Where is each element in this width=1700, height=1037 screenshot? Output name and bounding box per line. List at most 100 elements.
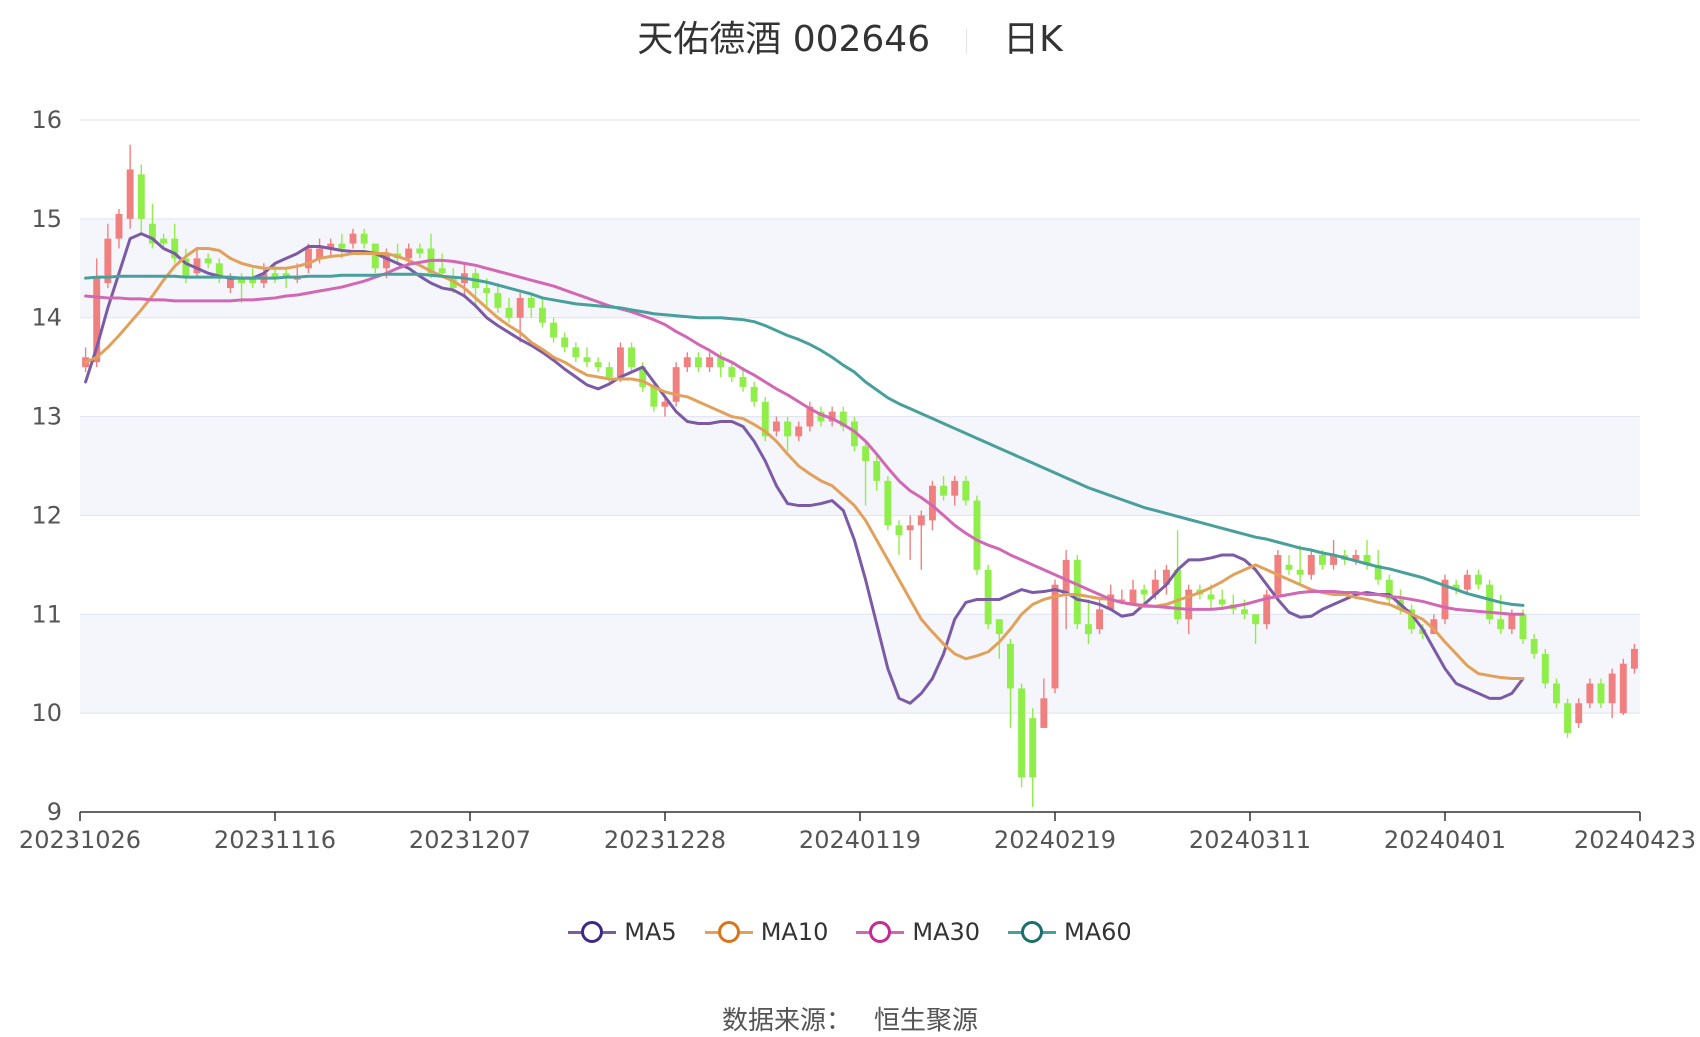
candle-body <box>1441 579 1449 620</box>
candle-body <box>784 421 792 437</box>
candle-body <box>605 367 613 378</box>
candle <box>616 342 624 382</box>
candle <box>527 293 535 318</box>
candle <box>1619 658 1627 716</box>
candle-body <box>806 406 814 427</box>
candle-body <box>672 367 680 402</box>
candle <box>772 416 780 437</box>
candle-body <box>416 248 424 254</box>
candle <box>1252 614 1260 644</box>
candle-body <box>1107 594 1115 610</box>
candle-body <box>650 386 658 407</box>
candle <box>416 243 424 259</box>
candle-body <box>728 367 736 378</box>
candle <box>1140 584 1148 605</box>
legend-label: MA30 <box>912 918 981 946</box>
candle-body <box>316 248 324 259</box>
candle <box>1474 569 1482 590</box>
candle-body <box>1185 589 1193 620</box>
candle <box>706 352 714 373</box>
candle <box>750 381 758 407</box>
candle <box>1040 678 1048 728</box>
candle-body <box>795 426 803 437</box>
candle-body <box>1463 574 1471 590</box>
candle <box>550 317 558 343</box>
candle-body <box>1307 554 1315 575</box>
candle-body <box>973 500 981 570</box>
candle-body <box>1619 663 1627 714</box>
candle-body <box>171 238 179 259</box>
grid-lines <box>80 119 1640 714</box>
candle <box>438 253 446 279</box>
candle <box>728 362 736 382</box>
candle <box>1408 604 1416 635</box>
candle-body <box>962 480 970 501</box>
candle-body <box>1073 559 1081 625</box>
candle-body <box>1218 599 1226 605</box>
candles <box>82 144 1638 808</box>
x-tick-label: 20231116 <box>214 826 336 854</box>
candle <box>126 144 134 229</box>
candle-body <box>371 243 379 269</box>
ma-line-ma5 <box>84 232 1525 705</box>
candle-body <box>249 278 257 284</box>
title-separator <box>966 28 968 54</box>
source-value: 恒生聚源 <box>874 1006 979 1036</box>
candle-body <box>327 243 335 249</box>
candle-body <box>226 278 234 289</box>
candle <box>1441 574 1449 625</box>
candle-body <box>1608 673 1616 704</box>
candle <box>739 367 747 392</box>
candle-body <box>1296 569 1304 575</box>
candle-body <box>1096 609 1104 630</box>
candle <box>628 342 636 373</box>
candle <box>839 406 847 432</box>
candle <box>1608 668 1616 719</box>
grid-band <box>80 614 1640 714</box>
legend-label: MA5 <box>624 918 677 946</box>
candle-body <box>616 347 624 378</box>
candle <box>962 475 970 506</box>
candle-body <box>1452 584 1460 590</box>
candle <box>761 396 769 442</box>
candle-body <box>1519 614 1527 639</box>
chart-title: 天佑德酒 002646 日K <box>0 10 1700 62</box>
legend-label: MA60 <box>1064 918 1132 946</box>
candle-body <box>1474 574 1482 585</box>
candle <box>538 297 546 328</box>
candle <box>494 283 502 313</box>
legend-item-ma30[interactable]: MA30 <box>856 918 980 946</box>
legend-item-ma60[interactable]: MA60 <box>1008 918 1132 946</box>
candle-body <box>494 293 502 308</box>
stock-name-code: 天佑德酒 002646 <box>637 19 931 60</box>
candle-body <box>115 213 123 239</box>
candle-body <box>137 174 145 219</box>
legend-swatch <box>704 920 753 944</box>
candle-body <box>862 446 870 462</box>
candle-body <box>1597 683 1605 704</box>
candle-body <box>550 322 558 338</box>
candle-body <box>1029 718 1037 778</box>
candle <box>1051 579 1059 694</box>
kline-plot: 9 10 11 12 13 14 15 16 20231026 20231116 20231207… <box>19 106 1696 854</box>
candle-body <box>204 258 212 264</box>
legend-item-ma5[interactable]: MA5 <box>568 918 677 946</box>
candle <box>694 352 702 373</box>
candle-body <box>1040 698 1048 728</box>
candle-body <box>1118 599 1126 601</box>
candle <box>862 441 870 506</box>
candle <box>505 297 513 323</box>
candle-body <box>1575 703 1583 724</box>
x-tick-label: 20240311 <box>1189 826 1311 854</box>
candle <box>360 228 368 249</box>
candle <box>1486 579 1494 625</box>
candle <box>271 263 279 284</box>
candle <box>115 208 123 249</box>
candle-body <box>1374 564 1382 580</box>
candle <box>1597 678 1605 709</box>
candle-body <box>238 278 246 284</box>
legend-item-ma10[interactable]: MA10 <box>704 918 828 946</box>
candle-body <box>1151 579 1159 595</box>
candle <box>1240 599 1248 620</box>
